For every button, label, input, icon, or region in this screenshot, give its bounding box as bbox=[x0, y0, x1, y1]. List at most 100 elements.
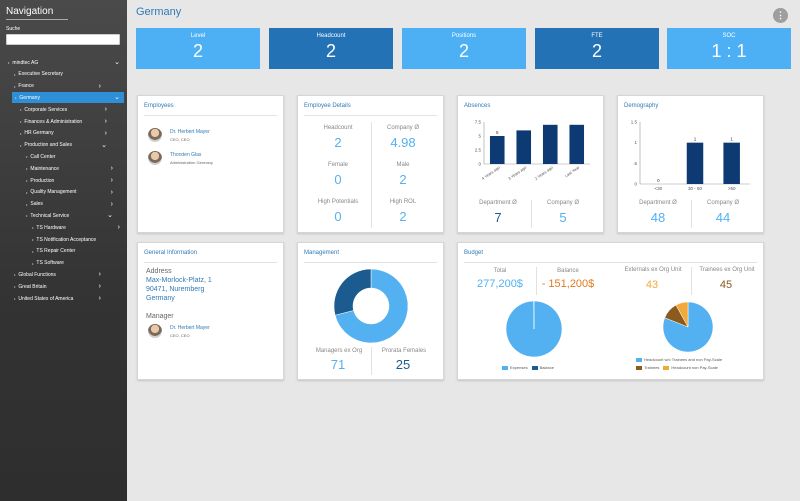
chevron-right-icon[interactable]: › bbox=[104, 118, 107, 125]
tree-item[interactable]: • HR Germany › bbox=[0, 128, 127, 139]
tree-item-label: Executive Secretary bbox=[18, 71, 63, 78]
kpi-value: 2 bbox=[325, 41, 336, 61]
department-avg-label: Department Ø bbox=[639, 200, 677, 206]
chevron-right-icon[interactable]: › bbox=[98, 295, 101, 302]
tree-item[interactable]: • Finances & Administration › bbox=[0, 116, 127, 127]
company-avg-label: Company Ø bbox=[706, 200, 739, 206]
bullet-icon: • bbox=[14, 284, 16, 290]
chevron-right-icon[interactable]: › bbox=[98, 271, 101, 279]
tree-item-label: Sales bbox=[30, 201, 43, 208]
tree-item[interactable]: • Maintenance › bbox=[0, 163, 127, 174]
tree-item[interactable]: • Quality Management › bbox=[0, 187, 127, 198]
data-label: 1 bbox=[694, 137, 697, 142]
chevron-right-icon[interactable]: › bbox=[110, 200, 113, 208]
bullet-icon: • bbox=[32, 260, 34, 266]
y-tick-label: 1 bbox=[634, 140, 637, 145]
demography-chart: 0 .5 1 1.5 0 <30 1 30 - 50 1 >50 bbox=[631, 120, 750, 191]
chevron-right-icon[interactable]: › bbox=[110, 165, 113, 173]
chevron-right-icon[interactable]: › bbox=[98, 283, 101, 291]
tree-item[interactable]: • Executive Secretary bbox=[0, 69, 127, 80]
chevron-right-icon[interactable]: › bbox=[110, 188, 113, 196]
tree-item[interactable]: • France › bbox=[0, 81, 127, 92]
trainees-label: Trainees ex Org Unit bbox=[699, 267, 755, 273]
employee-item[interactable]: Thorsten Glas Administration Germany bbox=[148, 151, 213, 165]
chevron-right-icon[interactable]: › bbox=[98, 82, 101, 90]
chevron-down-icon[interactable]: ⌄ bbox=[114, 94, 120, 102]
tree-item[interactable]: • Production and Sales ⌄ bbox=[0, 140, 127, 151]
tree-item-label: Maintenance bbox=[30, 165, 60, 172]
search-label: Suche bbox=[6, 26, 21, 32]
tree-item[interactable]: • Great Britain › bbox=[0, 281, 127, 292]
bullet-icon: • bbox=[14, 71, 16, 77]
legend-label: Balance bbox=[539, 365, 555, 370]
chevron-down-icon[interactable]: ⌄ bbox=[101, 141, 107, 149]
tree-item[interactable]: • Global Functions › bbox=[0, 269, 127, 280]
bullet-icon: • bbox=[20, 142, 22, 148]
employee-item[interactable]: Dr. Herbert Mayer CEO, CEO bbox=[148, 128, 210, 142]
bullet-icon: • bbox=[14, 83, 16, 89]
chevron-right-icon[interactable]: › bbox=[104, 129, 107, 137]
kpi-value: 1 : 1 bbox=[711, 41, 747, 61]
page-title: Germany bbox=[136, 6, 182, 18]
tree-item[interactable]: • TS Hardware › bbox=[0, 222, 127, 233]
tree-item[interactable]: • TS Software bbox=[0, 258, 127, 269]
company-avg-value: 4.98 bbox=[390, 135, 416, 150]
kpi-label: Positions bbox=[451, 33, 477, 39]
female-value: 0 bbox=[334, 172, 342, 187]
x-tick-label: 4 Years ago bbox=[481, 164, 502, 181]
tree-item[interactable]: • Production › bbox=[0, 175, 127, 186]
tree-item[interactable]: • United States of America › bbox=[0, 293, 127, 304]
tree-item[interactable]: • Germany ⌄ bbox=[12, 92, 124, 104]
headcount-label: Headcount bbox=[323, 125, 353, 131]
y-tick-label: .5 bbox=[633, 161, 637, 166]
management-card: Management Managers ex Org 71 Prorata Fe… bbox=[297, 242, 444, 380]
x-tick-label: 2 Years ago bbox=[534, 164, 555, 181]
legend-swatch bbox=[636, 357, 642, 362]
tree-item-label: Production bbox=[30, 177, 55, 184]
bullet-icon: • bbox=[20, 107, 22, 113]
absences-chart: 0 2.5 5 7.5 5 4 Years ago 3 Years ago 2 Years a… bbox=[475, 120, 590, 181]
chevron-right-icon[interactable]: › bbox=[110, 177, 113, 184]
column-divider bbox=[536, 267, 537, 295]
headcount-legend-1: Headcount w/o Trainees and non Pay-Scale bbox=[632, 357, 722, 362]
card-title: Absences bbox=[464, 103, 491, 109]
pie-slice bbox=[675, 301, 689, 328]
tree-item-label: Quality Management bbox=[30, 189, 77, 196]
chevron-right-icon[interactable]: › bbox=[117, 224, 120, 232]
tree-item[interactable]: • mindtec AG ⌄ bbox=[0, 57, 127, 68]
employee-name[interactable]: Dr. Herbert Mayer bbox=[170, 128, 210, 135]
department-avg-label: Department Ø bbox=[479, 200, 517, 206]
more-vertical-icon[interactable]: ⋮ bbox=[773, 8, 788, 23]
tree-item[interactable]: • Corporate Services › bbox=[0, 104, 127, 115]
column-divider bbox=[691, 200, 692, 228]
chevron-down-icon[interactable]: ⌄ bbox=[114, 59, 120, 66]
nav-title: Navigation bbox=[6, 6, 54, 17]
tree-item[interactable]: • Sales › bbox=[0, 199, 127, 210]
tree-item[interactable]: • TS Repair Center bbox=[0, 246, 127, 257]
managers-ex-org-label: Managers ex Org bbox=[315, 348, 363, 354]
manager-item[interactable]: Dr. Herbert Mayer CEO, CEO bbox=[148, 324, 210, 338]
total-label: Total bbox=[493, 268, 507, 274]
tree-item[interactable]: • TS Notification Acceptance bbox=[0, 234, 127, 245]
chevron-right-icon[interactable]: › bbox=[104, 106, 107, 114]
kpi-label: Headcount bbox=[316, 33, 346, 39]
search-input[interactable] bbox=[6, 34, 120, 45]
bullet-icon: • bbox=[14, 272, 16, 278]
manager-name[interactable]: Dr. Herbert Mayer bbox=[170, 324, 210, 331]
chevron-down-icon[interactable]: ⌄ bbox=[107, 212, 113, 220]
kpi-label: Level bbox=[190, 33, 206, 39]
kpi-soc: SOC 1 : 1 bbox=[667, 28, 791, 69]
tree-item[interactable]: • Call Center bbox=[0, 151, 127, 162]
headcount-value: 2 bbox=[334, 135, 342, 150]
kpi-fte: FTE 2 bbox=[535, 28, 659, 69]
high-rol-value: 2 bbox=[399, 209, 407, 224]
data-label: 0 bbox=[657, 178, 660, 183]
bullet-icon: • bbox=[14, 296, 16, 301]
company-avg-value: 44 bbox=[715, 210, 731, 225]
male-value: 2 bbox=[399, 172, 407, 187]
tree-item-label: mindtec AG bbox=[12, 59, 39, 66]
x-tick-label: Last Year bbox=[564, 164, 581, 178]
expenses-legend: Expenses Balance bbox=[498, 365, 554, 370]
tree-item[interactable]: • Technical Service ⌄ bbox=[0, 210, 127, 221]
employee-name[interactable]: Thorsten Glas bbox=[170, 151, 202, 158]
